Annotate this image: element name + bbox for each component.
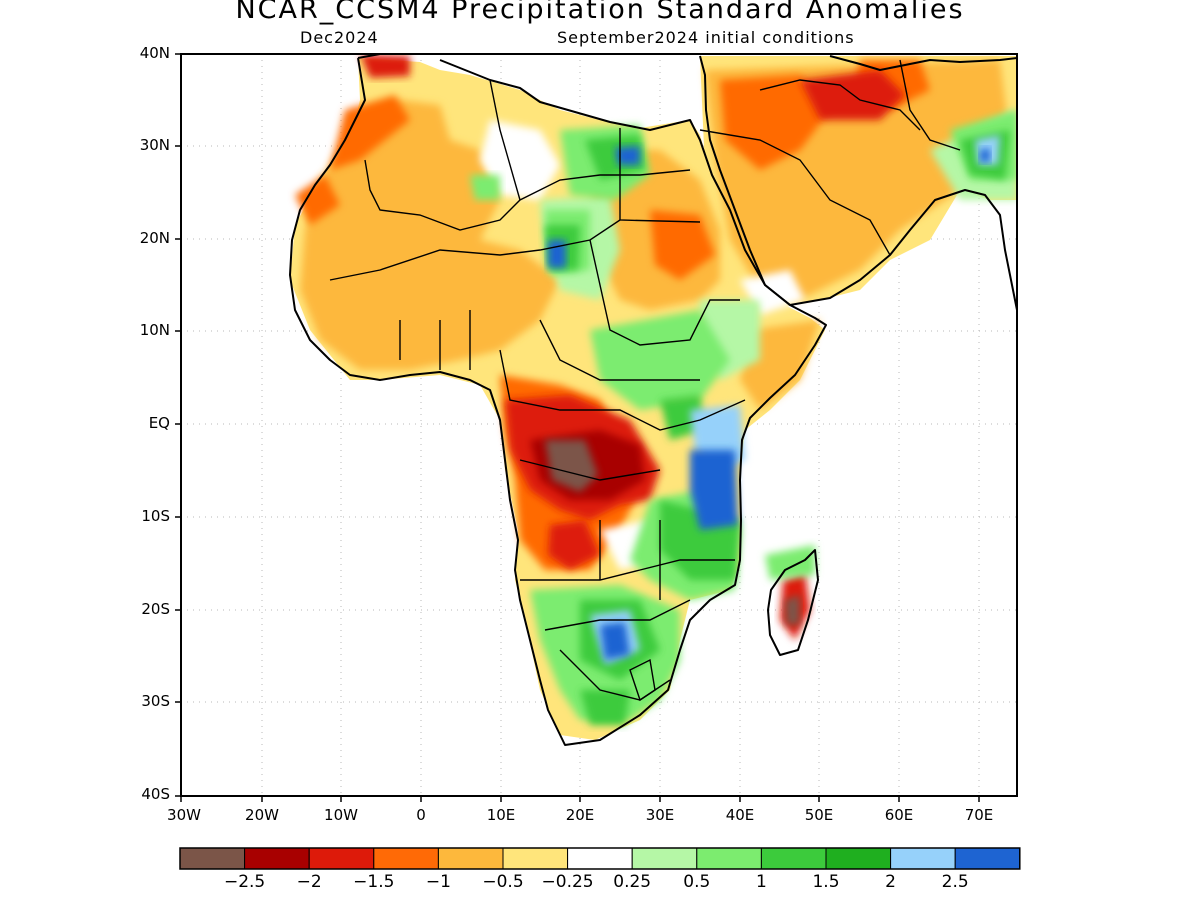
map-frame bbox=[180, 53, 1018, 797]
colorbar-outline bbox=[179, 847, 1021, 870]
colorbar-label: 2.5 bbox=[941, 872, 969, 892]
lon-label-60e: 60E bbox=[884, 806, 914, 824]
country-borders bbox=[329, 59, 961, 702]
colorbar-label: −1.5 bbox=[353, 872, 395, 892]
lat-label-10n: 10N bbox=[139, 321, 170, 339]
colorbar-label: 0.5 bbox=[683, 872, 711, 892]
colorbar-label: 2 bbox=[885, 872, 896, 892]
colorbar-swatch bbox=[308, 847, 375, 870]
colorbar-label: −2.5 bbox=[223, 872, 266, 892]
colorbar-swatch bbox=[244, 847, 310, 870]
lat-label-10s: 10S bbox=[141, 507, 170, 525]
lat-label-20n: 20N bbox=[139, 229, 170, 247]
anomaly-fill bbox=[290, 54, 1017, 740]
colorbar-label: 1 bbox=[755, 872, 767, 892]
axis-ticks bbox=[175, 53, 980, 802]
lon-label-30e: 30E bbox=[645, 806, 675, 824]
colorbar-swatch bbox=[760, 847, 827, 870]
colorbar-label: −0.5 bbox=[482, 872, 524, 892]
lon-label-0: 0 bbox=[416, 806, 426, 824]
lon-label-20e: 20E bbox=[565, 806, 595, 824]
map-title: NCAR_CCSM4 Precipitation Standard Anomal… bbox=[235, 0, 965, 25]
colorbar-label: 1.5 bbox=[812, 872, 840, 892]
colorbar bbox=[179, 847, 1021, 870]
lat-label-40n: 40N bbox=[139, 44, 170, 62]
colorbar-swatch bbox=[825, 847, 892, 870]
colorbar-label: −1 bbox=[425, 872, 451, 892]
colorbar-swatch bbox=[890, 847, 956, 870]
lon-label-10w: 10W bbox=[324, 806, 358, 824]
forecast-month: Dec2024 bbox=[300, 28, 379, 47]
lon-label-70e: 70E bbox=[964, 806, 994, 824]
colorbar-swatch bbox=[954, 847, 1021, 870]
lon-label-30w: 30W bbox=[167, 806, 201, 824]
lon-label-40e: 40E bbox=[725, 806, 755, 824]
map-plot-area bbox=[181, 54, 1017, 796]
lat-label-30n: 30N bbox=[139, 136, 170, 154]
lat-label-30s: 30S bbox=[141, 692, 170, 710]
colorbar-swatch bbox=[373, 847, 439, 870]
colorbar-swatch bbox=[631, 847, 698, 870]
colorbar-swatch bbox=[437, 847, 504, 870]
lat-label-eq: EQ bbox=[148, 414, 170, 432]
colorbar-swatch bbox=[502, 847, 569, 870]
lon-label-50e: 50E bbox=[804, 806, 834, 824]
colorbar-label: −0.25 bbox=[541, 872, 594, 892]
lon-label-20w: 20W bbox=[245, 806, 279, 824]
colorbar-swatch bbox=[179, 847, 246, 870]
colorbar-swatch bbox=[567, 847, 633, 870]
lat-label-40s: 40S bbox=[141, 785, 170, 803]
colorbar-swatch bbox=[696, 847, 762, 870]
colorbar-label: −2 bbox=[296, 872, 322, 892]
lat-label-20s: 20S bbox=[141, 600, 170, 618]
colorbar-label: 0.25 bbox=[613, 872, 652, 892]
lon-label-10e: 10E bbox=[486, 806, 516, 824]
initial-conditions: September2024 initial conditions bbox=[557, 28, 855, 47]
